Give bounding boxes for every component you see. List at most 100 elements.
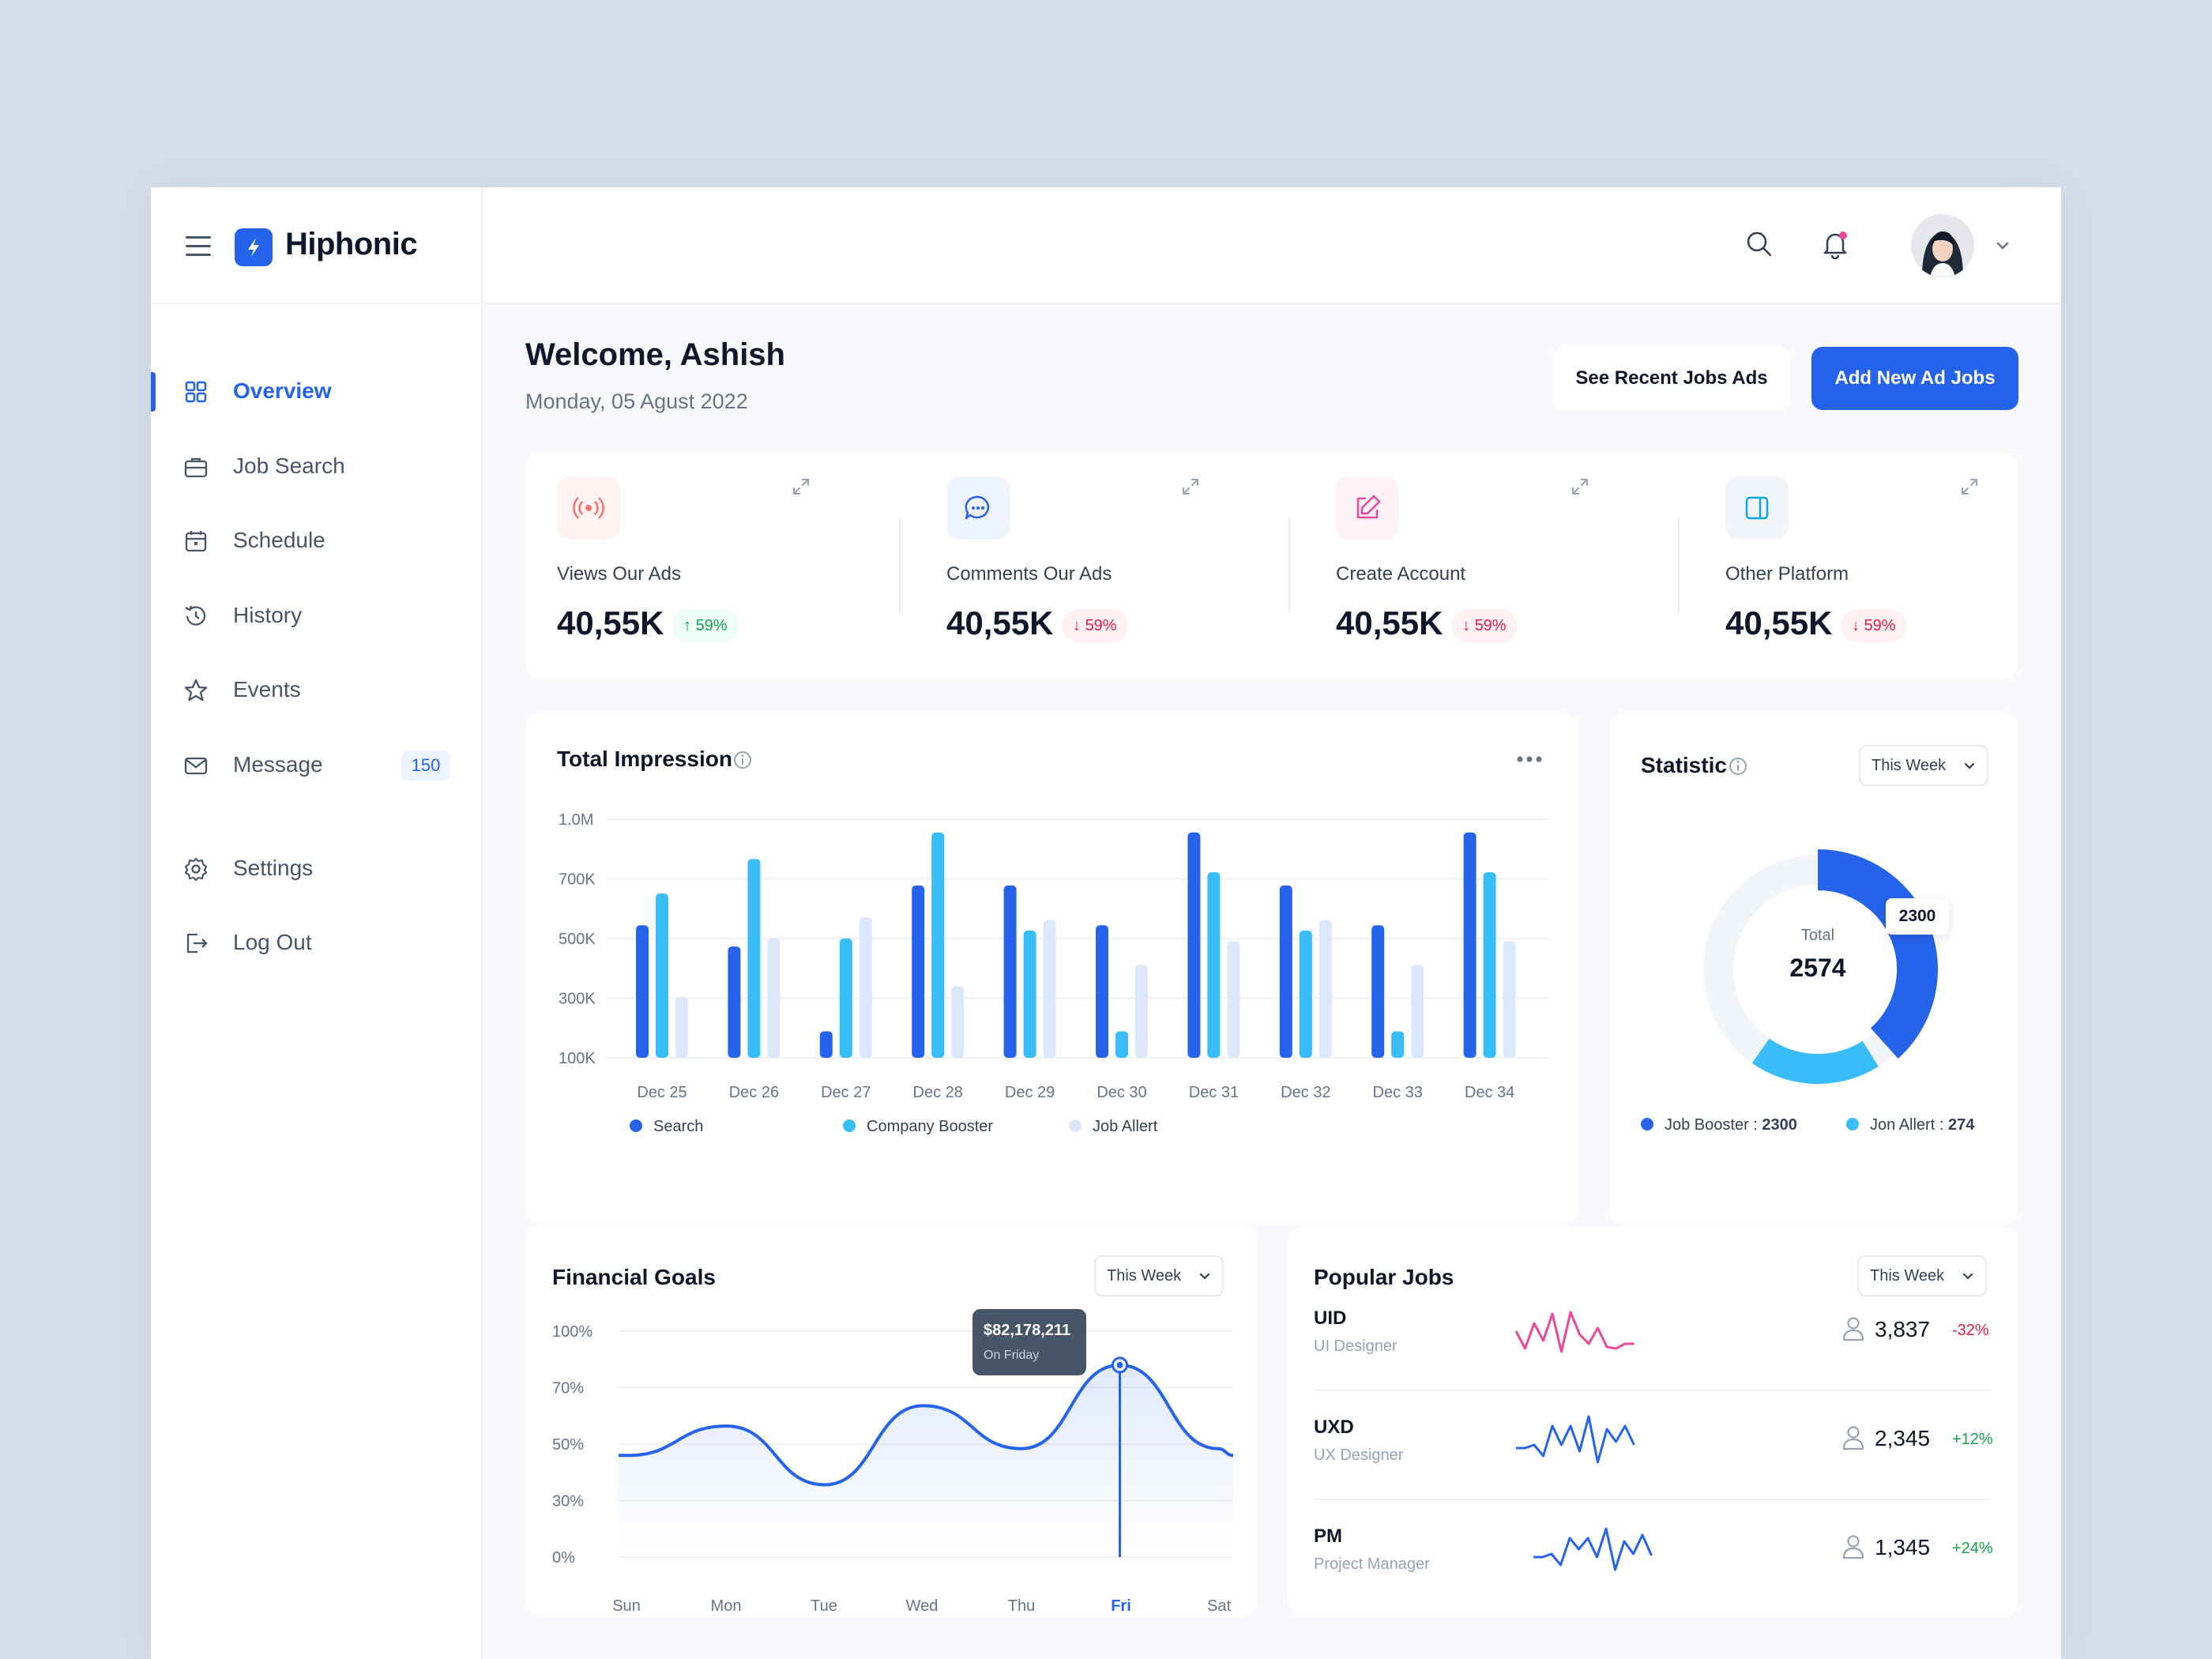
- chat-icon: [946, 476, 1010, 540]
- sidebar-item-label: Message: [233, 751, 323, 777]
- x-tick-label: Fri: [1111, 1597, 1131, 1615]
- sidebar-item-overview[interactable]: Overview: [151, 367, 483, 415]
- sidebar-item-schedule[interactable]: Schedule: [151, 517, 483, 564]
- bar-company-booster[interactable]: [1023, 930, 1036, 1058]
- legend-label: Search: [653, 1118, 704, 1135]
- x-tick-label: Dec 27: [821, 1084, 871, 1101]
- info-icon[interactable]: [732, 750, 753, 770]
- trend-arrow-icon: ↓: [1073, 617, 1085, 634]
- bar-search[interactable]: [912, 885, 925, 1058]
- x-tick-label: Dec 25: [637, 1084, 687, 1101]
- sidebar-item-log-out[interactable]: Log Out: [151, 919, 483, 966]
- stat-value: 40,55K: [557, 604, 664, 641]
- topbar: [484, 187, 2061, 304]
- expand-icon[interactable]: [1959, 476, 1980, 497]
- expand-icon[interactable]: [791, 476, 811, 497]
- bell-icon[interactable]: [1819, 228, 1851, 260]
- page-title: Welcome, Ashish: [525, 337, 785, 372]
- bar-company-booster[interactable]: [1115, 1031, 1128, 1058]
- bar-job-allert[interactable]: [951, 986, 965, 1058]
- bar-job-allert[interactable]: [1411, 965, 1424, 1058]
- bar-search[interactable]: [636, 925, 649, 1058]
- legend-label: Company Booster: [867, 1118, 994, 1135]
- expand-icon[interactable]: [1180, 476, 1201, 497]
- bar-job-allert[interactable]: [1319, 920, 1332, 1058]
- bar-search[interactable]: [819, 1031, 833, 1058]
- search-icon[interactable]: [1745, 230, 1774, 258]
- sidebar-item-label: Log Out: [233, 930, 312, 954]
- x-tick-label: Mon: [711, 1597, 742, 1615]
- financial-title: Financial Goals: [552, 1265, 716, 1289]
- bar-search[interactable]: [1187, 832, 1201, 1058]
- sidebar-item-settings[interactable]: Settings: [151, 845, 483, 892]
- highlight-point-core: [1116, 1361, 1123, 1368]
- bar-company-booster[interactable]: [747, 859, 761, 1058]
- bar-company-booster[interactable]: [1483, 872, 1496, 1058]
- more-icon[interactable]: [1516, 754, 1543, 764]
- popular-period-dropdown[interactable]: This Week: [1857, 1255, 1987, 1296]
- job-row-pm[interactable]: PM Project Manager 1,345 +24%: [1288, 1518, 2015, 1625]
- see-recent-jobs-button[interactable]: See Recent Jobs Ads: [1552, 347, 1791, 410]
- bar-company-booster[interactable]: [1207, 872, 1221, 1058]
- bar-company-booster[interactable]: [839, 939, 852, 1058]
- grid-icon: [185, 381, 207, 403]
- legend-dot: [1846, 1118, 1859, 1130]
- impression-title: Total Impression: [557, 747, 732, 771]
- bar-search[interactable]: [1096, 925, 1108, 1058]
- info-icon[interactable]: [1728, 756, 1748, 777]
- job-count: 1,345: [1875, 1535, 1931, 1559]
- message-count-badge: 150: [401, 750, 450, 781]
- bar-search[interactable]: [1003, 885, 1017, 1058]
- sidebar-item-job-search[interactable]: Job Search: [151, 442, 483, 490]
- bar-company-booster[interactable]: [656, 893, 668, 1058]
- bar-job-allert[interactable]: [1043, 920, 1056, 1058]
- area-fill: [619, 1364, 1233, 1557]
- bar-job-allert[interactable]: [767, 939, 781, 1058]
- bar-job-allert[interactable]: [859, 917, 872, 1058]
- popular-jobs-card: Popular Jobs This Week UID UI Designer 3,8…: [1288, 1227, 2018, 1616]
- menu-icon[interactable]: [186, 236, 211, 257]
- sidebar-item-label: Job Search: [233, 453, 345, 478]
- sidebar-item-message[interactable]: Message 150: [151, 741, 483, 788]
- bar-search[interactable]: [1463, 832, 1477, 1058]
- add-new-ad-button[interactable]: Add New Ad Jobs: [1811, 347, 2018, 410]
- sidebar-item-label: Settings: [233, 856, 314, 880]
- bar-search[interactable]: [1371, 925, 1385, 1058]
- stat-label: Other Platform: [1725, 563, 1849, 585]
- bar-job-allert[interactable]: [1227, 941, 1240, 1058]
- avatar[interactable]: [1911, 214, 1974, 277]
- donut-slice-jon-allert[interactable]: [1751, 1038, 1879, 1084]
- bar-search[interactable]: [1279, 885, 1292, 1058]
- bar-job-allert[interactable]: [675, 996, 688, 1058]
- job-change: +12%: [1952, 1431, 1993, 1448]
- y-tick-label: 70%: [552, 1380, 584, 1398]
- bar-company-booster[interactable]: [1299, 930, 1312, 1058]
- stat-change-badge: ↓ 59%: [1451, 609, 1518, 642]
- stat-views-our-ads: Views Our Ads 40,55K ↑ 59%: [525, 453, 898, 679]
- financial-period-dropdown[interactable]: This Week: [1094, 1255, 1224, 1296]
- job-code: PM: [1314, 1525, 1342, 1547]
- sidebar-item-history[interactable]: History: [151, 592, 483, 639]
- job-code: UXD: [1314, 1416, 1354, 1438]
- bar-job-allert[interactable]: [1503, 941, 1516, 1058]
- chevron-down-icon[interactable]: [1993, 236, 2012, 255]
- x-tick-label: Sat: [1207, 1597, 1231, 1615]
- mail-icon: [184, 757, 208, 774]
- bar-search[interactable]: [728, 946, 741, 1058]
- bar-company-booster[interactable]: [1391, 1031, 1405, 1058]
- bar-job-allert[interactable]: [1135, 965, 1148, 1058]
- bar-company-booster[interactable]: [931, 832, 945, 1058]
- stat-value: 40,55K: [1725, 604, 1833, 641]
- donut-callout: 2300: [1886, 898, 1949, 935]
- legend-label: Jon Allert :: [1870, 1116, 1944, 1134]
- legend-dot: [1641, 1118, 1653, 1130]
- job-sparkline: [1516, 1415, 1635, 1464]
- statistic-period-dropdown[interactable]: This Week: [1859, 745, 1988, 786]
- job-row-uid[interactable]: UID UI Designer 3,837 -32%: [1288, 1300, 2015, 1407]
- stat-label: Create Account: [1336, 563, 1466, 585]
- sidebar-item-events[interactable]: Events: [151, 666, 483, 713]
- expand-icon[interactable]: [1570, 476, 1590, 497]
- broadcast-icon: [557, 476, 620, 540]
- legend-item: Jon Allert : 274: [1846, 1116, 1974, 1134]
- job-row-uxd[interactable]: UXD UX Designer 2,345 +12%: [1288, 1409, 2015, 1516]
